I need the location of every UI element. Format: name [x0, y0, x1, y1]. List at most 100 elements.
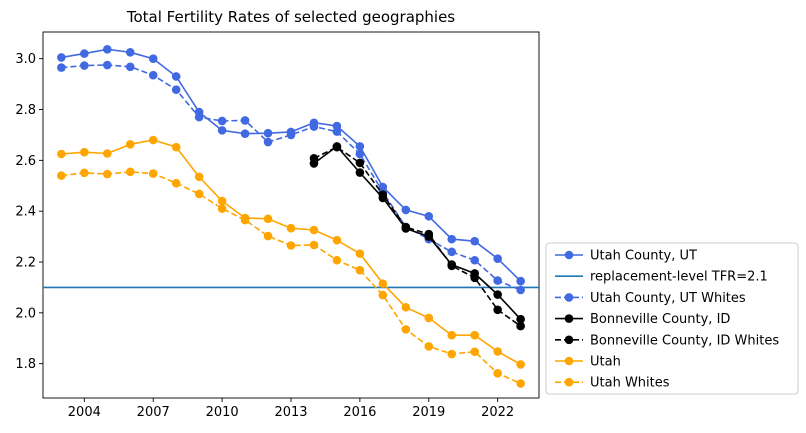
data-point [286, 223, 296, 233]
data-point [516, 321, 525, 331]
data-point [355, 142, 365, 151]
legend-entry: Bonneville County, ID [555, 312, 730, 327]
data-point [378, 290, 388, 300]
axes: 2004 2007 2010 2013 2016 2019 2022 1.8 2.0 2.2 2.4… [15, 31, 540, 420]
data-point [263, 214, 273, 224]
data-point [102, 44, 112, 54]
data-point [493, 347, 502, 356]
y-tick-label: 2.8 [15, 103, 36, 118]
data-point [217, 126, 227, 135]
data-point [148, 135, 158, 145]
data-point [470, 347, 480, 357]
data-point [516, 276, 525, 286]
data-point [424, 211, 434, 221]
data-point [516, 360, 525, 369]
legend-entry: Bonneville County, ID Whites [555, 333, 779, 348]
data-point [401, 222, 411, 232]
legend-label: Utah County, UT [590, 249, 697, 264]
x-tick-label: 2019 [412, 405, 445, 420]
data-point [447, 247, 457, 257]
x-tick-label: 2010 [206, 405, 239, 420]
data-point [57, 171, 66, 180]
data-point [148, 169, 158, 178]
data-point [240, 129, 250, 138]
data-point [516, 285, 525, 295]
series-line [313, 145, 522, 320]
y-tick-label: 2.4 [15, 205, 36, 220]
y-tick-label: 1.8 [15, 357, 36, 372]
data-point [80, 49, 89, 58]
data-point [355, 168, 365, 177]
data-point [57, 63, 66, 72]
data-point [355, 249, 365, 258]
data-point [102, 169, 112, 179]
data-point [309, 225, 319, 235]
data-point [332, 255, 342, 265]
data-point [125, 140, 135, 149]
x-tick-label: 2007 [137, 405, 170, 420]
legend-entry: replacement-level TFR=2.1 [555, 270, 768, 285]
data-point [493, 290, 502, 299]
data-point [355, 158, 365, 168]
legend-entry: Utah County, UT [555, 249, 697, 264]
data-point [286, 130, 296, 140]
legend-marker [564, 356, 574, 366]
data-point [516, 314, 525, 324]
series-4 [57, 135, 525, 369]
legend-marker [564, 293, 574, 302]
legend-label: Utah Whites [590, 376, 670, 391]
data-point [332, 127, 342, 136]
data-point [355, 265, 365, 275]
legend-label: Utah [590, 355, 621, 370]
series-1 [57, 60, 525, 295]
series-line [313, 146, 522, 327]
data-point [447, 261, 457, 271]
series-5 [57, 167, 525, 388]
data-point [194, 189, 204, 199]
data-point [378, 190, 388, 199]
legend-marker [564, 335, 574, 345]
data-point [401, 325, 411, 334]
data-point [332, 142, 342, 152]
legend-label: Utah County, UT Whites [590, 291, 746, 306]
data-point [493, 369, 502, 378]
data-point [194, 172, 204, 182]
x-tick-label: 2022 [481, 405, 514, 420]
data-point [401, 302, 411, 312]
chart-title: Total Fertility Rates of selected geogra… [126, 8, 455, 26]
data-point [263, 137, 273, 147]
data-point [263, 128, 273, 138]
data-point [447, 349, 457, 359]
y-tick-label: 3.0 [15, 52, 36, 67]
data-point [217, 196, 227, 206]
data-point [516, 379, 525, 388]
data-point [424, 229, 434, 239]
legend-label: Bonneville County, ID Whites [590, 333, 779, 348]
legend-entry: Utah [555, 355, 621, 370]
data-point [194, 112, 204, 122]
data-point [470, 273, 480, 283]
y-tick-label: 2.0 [15, 306, 36, 321]
data-point [57, 149, 66, 159]
data-point [309, 240, 319, 250]
data-point [125, 62, 135, 72]
data-point [286, 241, 296, 250]
legend-marker [564, 250, 574, 260]
data-point [470, 236, 480, 246]
legend-entry: Utah County, UT Whites [555, 291, 746, 306]
x-tick-label: 2004 [68, 405, 101, 420]
series-layer [57, 44, 525, 388]
data-point [401, 205, 411, 215]
data-point [263, 231, 273, 241]
legend-label: Bonneville County, ID [590, 312, 730, 327]
data-point [493, 254, 502, 264]
data-point [424, 313, 434, 323]
data-point [424, 342, 434, 351]
data-point [470, 330, 480, 340]
data-point [309, 154, 319, 163]
data-point [148, 54, 158, 63]
data-point [332, 235, 342, 245]
data-point [80, 61, 89, 70]
legend-box [545, 242, 799, 395]
data-point [125, 167, 135, 177]
